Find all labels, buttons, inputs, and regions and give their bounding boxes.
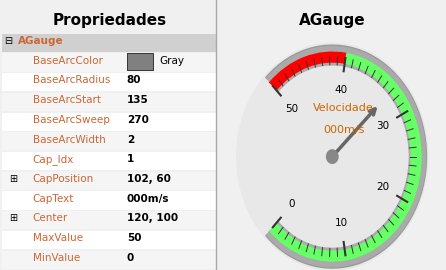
Text: Cap_Idx: Cap_Idx xyxy=(33,154,74,165)
Text: 270: 270 xyxy=(127,115,149,125)
Text: 1: 1 xyxy=(127,154,134,164)
Text: 20: 20 xyxy=(376,182,389,192)
FancyBboxPatch shape xyxy=(2,211,216,229)
Circle shape xyxy=(237,43,428,270)
Text: Propriedades: Propriedades xyxy=(52,14,166,29)
Text: ⊟: ⊟ xyxy=(4,36,12,46)
Text: 10: 10 xyxy=(334,218,348,228)
Text: MaxValue: MaxValue xyxy=(33,233,83,243)
FancyBboxPatch shape xyxy=(2,113,216,131)
FancyBboxPatch shape xyxy=(2,172,216,190)
Text: 102, 60: 102, 60 xyxy=(127,174,171,184)
Text: BaseArcStart: BaseArcStart xyxy=(33,95,101,105)
Text: 30: 30 xyxy=(376,121,389,131)
Circle shape xyxy=(326,150,338,163)
Text: BaseArcSweep: BaseArcSweep xyxy=(33,115,110,125)
Text: 000m/s: 000m/s xyxy=(323,124,364,135)
Text: 50: 50 xyxy=(285,104,299,114)
Text: AGauge: AGauge xyxy=(17,36,63,46)
FancyBboxPatch shape xyxy=(2,191,216,210)
Text: 0: 0 xyxy=(289,199,295,209)
Text: AGauge: AGauge xyxy=(299,14,366,29)
FancyBboxPatch shape xyxy=(2,251,216,269)
Text: 000m/s: 000m/s xyxy=(127,194,169,204)
Text: 120, 100: 120, 100 xyxy=(127,213,178,223)
Text: 80: 80 xyxy=(127,75,141,85)
FancyBboxPatch shape xyxy=(2,152,216,170)
FancyBboxPatch shape xyxy=(2,34,216,52)
Text: 135: 135 xyxy=(127,95,149,105)
Text: BaseArcWidth: BaseArcWidth xyxy=(33,134,106,144)
Text: Center: Center xyxy=(33,213,68,223)
FancyBboxPatch shape xyxy=(2,132,216,150)
Text: MinValue: MinValue xyxy=(33,253,80,263)
FancyBboxPatch shape xyxy=(2,53,216,72)
Text: 2: 2 xyxy=(127,134,134,144)
Text: CapPosition: CapPosition xyxy=(33,174,94,184)
Text: 0: 0 xyxy=(127,253,134,263)
FancyBboxPatch shape xyxy=(2,93,216,111)
FancyBboxPatch shape xyxy=(2,231,216,249)
FancyBboxPatch shape xyxy=(2,73,216,91)
Text: CapText: CapText xyxy=(33,194,74,204)
Bar xyxy=(127,53,153,70)
Text: ⊞: ⊞ xyxy=(9,213,17,223)
Text: Gray: Gray xyxy=(160,56,185,66)
Text: BaseArcColor: BaseArcColor xyxy=(33,56,103,66)
Text: 40: 40 xyxy=(334,85,348,95)
Text: ⊞: ⊞ xyxy=(9,174,17,184)
Text: Velocidade: Velocidade xyxy=(313,103,374,113)
Text: 50: 50 xyxy=(127,233,141,243)
Text: BaseArcRadius: BaseArcRadius xyxy=(33,75,110,85)
